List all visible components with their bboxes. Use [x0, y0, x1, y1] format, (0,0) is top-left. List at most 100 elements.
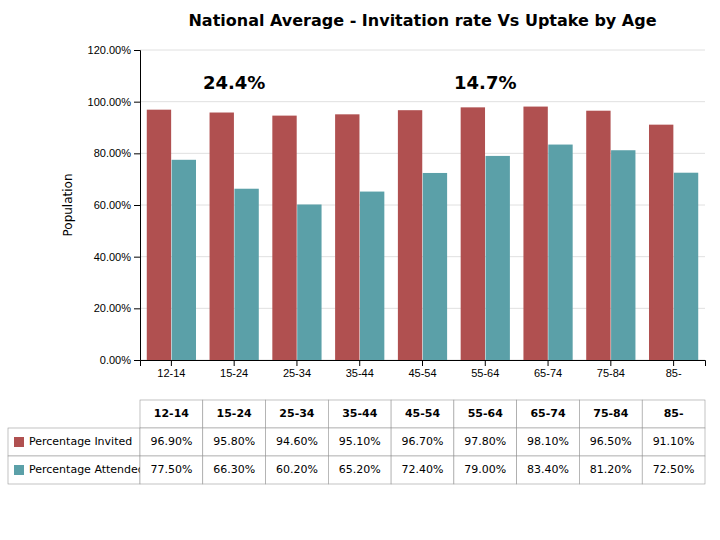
- x-tick-label: 45-54: [408, 367, 436, 379]
- y-axis-line: [134, 51, 141, 361]
- x-tick-label: 85-: [666, 367, 682, 379]
- table-cell: [140, 428, 203, 456]
- x-tick: 25-34: [283, 360, 311, 379]
- y-tick-mark: [134, 153, 140, 154]
- x-tick: 35-44: [346, 360, 374, 379]
- y-tick-label: 60.00%: [94, 199, 132, 211]
- bar: [523, 107, 547, 360]
- table-value: 98.10%: [527, 435, 569, 448]
- bar: [423, 173, 447, 360]
- table-value: 81.20%: [590, 463, 632, 476]
- x-tick-label: 12-14: [157, 367, 185, 379]
- table-value: 66.30%: [213, 463, 255, 476]
- chart: National Average - Invitation rate Vs Up…: [0, 0, 720, 540]
- y-axis: 0.00%20.00%40.00%60.00%80.00%100.00%120.…: [88, 44, 141, 366]
- table-value: 79.00%: [464, 463, 506, 476]
- table-cell: [203, 428, 266, 456]
- legend-label: Percentage Attended: [29, 463, 145, 476]
- y-tick-label: 100.00%: [88, 96, 132, 108]
- x-tick-label: 55-64: [471, 367, 499, 379]
- x-tick: 75-84: [597, 360, 625, 379]
- table-value: 91.10%: [653, 435, 695, 448]
- table-cell: [203, 456, 266, 484]
- table-cell: [642, 456, 705, 484]
- x-tick-mark: [171, 360, 172, 366]
- x-tick-label: 65-74: [534, 367, 562, 379]
- legend-swatch: [14, 437, 24, 447]
- table-header-cell: [203, 400, 266, 428]
- legend-swatch: [14, 465, 24, 475]
- table-cell: [140, 456, 203, 484]
- y-tick: 100.00%: [88, 96, 140, 108]
- bar: [398, 110, 422, 360]
- table-header: 75-84: [593, 407, 629, 420]
- y-axis-title: Population: [61, 173, 75, 236]
- table-header-cell: [517, 400, 580, 428]
- table-value: 95.10%: [339, 435, 381, 448]
- x-tick-mark: [296, 360, 297, 366]
- table-value: 96.70%: [402, 435, 444, 448]
- table-header-cell: [454, 400, 517, 428]
- table-cell: [328, 456, 391, 484]
- x-tick: 45-54: [408, 360, 436, 379]
- x-tick-label: 35-44: [346, 367, 374, 379]
- table-cell: [517, 428, 580, 456]
- title: National Average - Invitation rate Vs Up…: [188, 11, 656, 30]
- bar: [674, 173, 698, 360]
- bars: [147, 107, 698, 360]
- table-value: 72.40%: [402, 463, 444, 476]
- grid: [140, 50, 705, 360]
- table-value: 96.50%: [590, 435, 632, 448]
- table-cell: [391, 428, 454, 456]
- data-table: 12-1415-2425-3435-4445-5455-6465-7475-84…: [8, 400, 705, 484]
- table-cell: [266, 428, 329, 456]
- x-tick-mark: [485, 360, 486, 366]
- x-tick-mark: [610, 360, 611, 366]
- bar: [611, 150, 635, 360]
- x-axis-line: [141, 361, 706, 367]
- y-tick: 40.00%: [94, 251, 140, 263]
- x-tick: 85-: [666, 360, 682, 379]
- bar: [210, 113, 234, 360]
- y-tick-label: 20.00%: [94, 302, 132, 314]
- annotation: 14.7%: [454, 72, 516, 93]
- y-tick: 60.00%: [94, 199, 140, 211]
- y-tick: 20.00%: [94, 302, 140, 314]
- table-row-label-cell: [8, 428, 140, 456]
- table-header-cell: [391, 400, 454, 428]
- table-value: 83.40%: [527, 463, 569, 476]
- bar: [272, 116, 296, 360]
- table-cell: [454, 428, 517, 456]
- table-header: 55-64: [468, 407, 504, 420]
- table-cell: [391, 456, 454, 484]
- y-tick: 120.00%: [88, 44, 140, 56]
- bar: [147, 110, 171, 360]
- y-tick-mark: [134, 102, 140, 103]
- table-cell: [642, 428, 705, 456]
- plot: 0.00%20.00%40.00%60.00%80.00%100.00%120.…: [88, 44, 706, 379]
- x-tick-label: 25-34: [283, 367, 311, 379]
- bar: [649, 125, 673, 360]
- bar: [461, 107, 485, 360]
- table-header: 15-24: [217, 407, 253, 420]
- x-tick: 55-64: [471, 360, 499, 379]
- table-cell: [579, 456, 642, 484]
- grid-line: [140, 50, 705, 51]
- y-tick-label: 0.00%: [100, 354, 131, 366]
- table-value: 95.80%: [213, 435, 255, 448]
- bar: [172, 160, 196, 360]
- x-axis: 12-14 15-24 25-34 35-44 45-54 55-64 65-74 75-84…: [141, 360, 706, 379]
- table-header: 35-44: [342, 407, 378, 420]
- y-tick-mark: [134, 257, 140, 258]
- y-tick-mark: [134, 360, 140, 361]
- table-cell: [266, 456, 329, 484]
- x-tick-label: 15-24: [220, 367, 248, 379]
- x-tick-mark: [422, 360, 423, 366]
- table-header-cell: [266, 400, 329, 428]
- x-tick: 15-24: [220, 360, 248, 379]
- table-header-cell: [328, 400, 391, 428]
- x-tick-mark: [673, 360, 674, 366]
- table-cell: [517, 456, 580, 484]
- y-tick-label: 40.00%: [94, 251, 132, 263]
- table-header: 25-34: [279, 407, 315, 420]
